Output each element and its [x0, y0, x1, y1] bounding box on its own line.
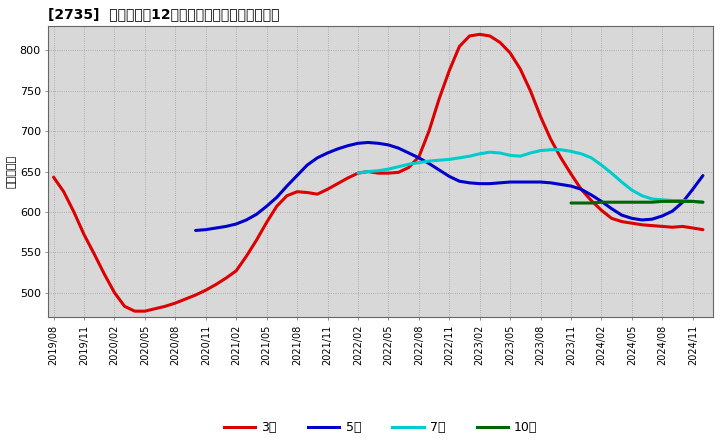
- 7年: [577, 151, 585, 157]
- 7年: [516, 154, 525, 159]
- 10年: [587, 200, 595, 205]
- 7年: [425, 158, 433, 164]
- 7年: [364, 169, 372, 174]
- 7年: [557, 147, 565, 152]
- 3年: [678, 224, 687, 229]
- 7年: [567, 149, 575, 154]
- 7年: [698, 200, 707, 205]
- Legend: 3年, 5年, 7年, 10年: 3年, 5年, 7年, 10年: [219, 416, 543, 439]
- 7年: [435, 158, 444, 163]
- 3年: [395, 170, 403, 175]
- Text: [2735]  当期純利益12か月移動合計の平均値の推移: [2735] 当期純利益12か月移動合計の平均値の推移: [48, 7, 280, 21]
- 7年: [607, 171, 616, 176]
- 3年: [212, 282, 220, 287]
- 5年: [354, 141, 362, 146]
- 5年: [303, 162, 312, 168]
- 7年: [688, 199, 697, 204]
- 10年: [698, 200, 707, 205]
- 7年: [678, 198, 687, 203]
- 5年: [364, 140, 372, 145]
- 7年: [536, 148, 545, 153]
- 10年: [688, 199, 697, 204]
- 7年: [374, 168, 382, 173]
- 3年: [49, 175, 58, 180]
- 3年: [698, 227, 707, 232]
- 7年: [628, 187, 636, 193]
- 7年: [587, 155, 595, 161]
- 7年: [395, 164, 403, 169]
- 10年: [638, 200, 647, 205]
- 7年: [415, 160, 423, 165]
- 3年: [252, 238, 261, 243]
- 7年: [495, 150, 504, 156]
- 10年: [597, 200, 606, 205]
- 7年: [526, 150, 535, 156]
- 7年: [465, 154, 474, 159]
- 7年: [354, 171, 362, 176]
- 10年: [577, 200, 585, 205]
- 5年: [192, 228, 200, 233]
- 7年: [648, 196, 657, 202]
- 5年: [688, 187, 697, 192]
- 7年: [506, 153, 515, 158]
- 3年: [475, 32, 484, 37]
- 5年: [567, 183, 575, 189]
- 7年: [618, 180, 626, 185]
- 7年: [384, 166, 392, 172]
- 7年: [668, 198, 677, 203]
- 10年: [628, 200, 636, 205]
- Line: 5年: 5年: [196, 143, 703, 231]
- 10年: [567, 200, 575, 205]
- 7年: [445, 157, 454, 162]
- 7年: [597, 162, 606, 168]
- 10年: [618, 200, 626, 205]
- 3年: [130, 308, 139, 314]
- 10年: [658, 199, 667, 204]
- 5年: [698, 173, 707, 178]
- 7年: [485, 150, 494, 155]
- 10年: [668, 199, 677, 204]
- Y-axis label: （百万円）: （百万円）: [7, 155, 17, 188]
- 7年: [405, 161, 413, 167]
- 7年: [638, 193, 647, 198]
- Line: 3年: 3年: [53, 34, 703, 311]
- 3年: [333, 181, 342, 186]
- 5年: [536, 180, 545, 185]
- 7年: [546, 147, 555, 152]
- 3年: [628, 220, 636, 226]
- 10年: [607, 200, 616, 205]
- Line: 7年: 7年: [358, 150, 703, 202]
- 7年: [475, 151, 484, 157]
- 7年: [455, 155, 464, 161]
- 10年: [678, 199, 687, 204]
- 7年: [658, 197, 667, 202]
- 5年: [343, 143, 352, 148]
- 10年: [648, 200, 657, 205]
- Line: 10年: 10年: [571, 202, 703, 203]
